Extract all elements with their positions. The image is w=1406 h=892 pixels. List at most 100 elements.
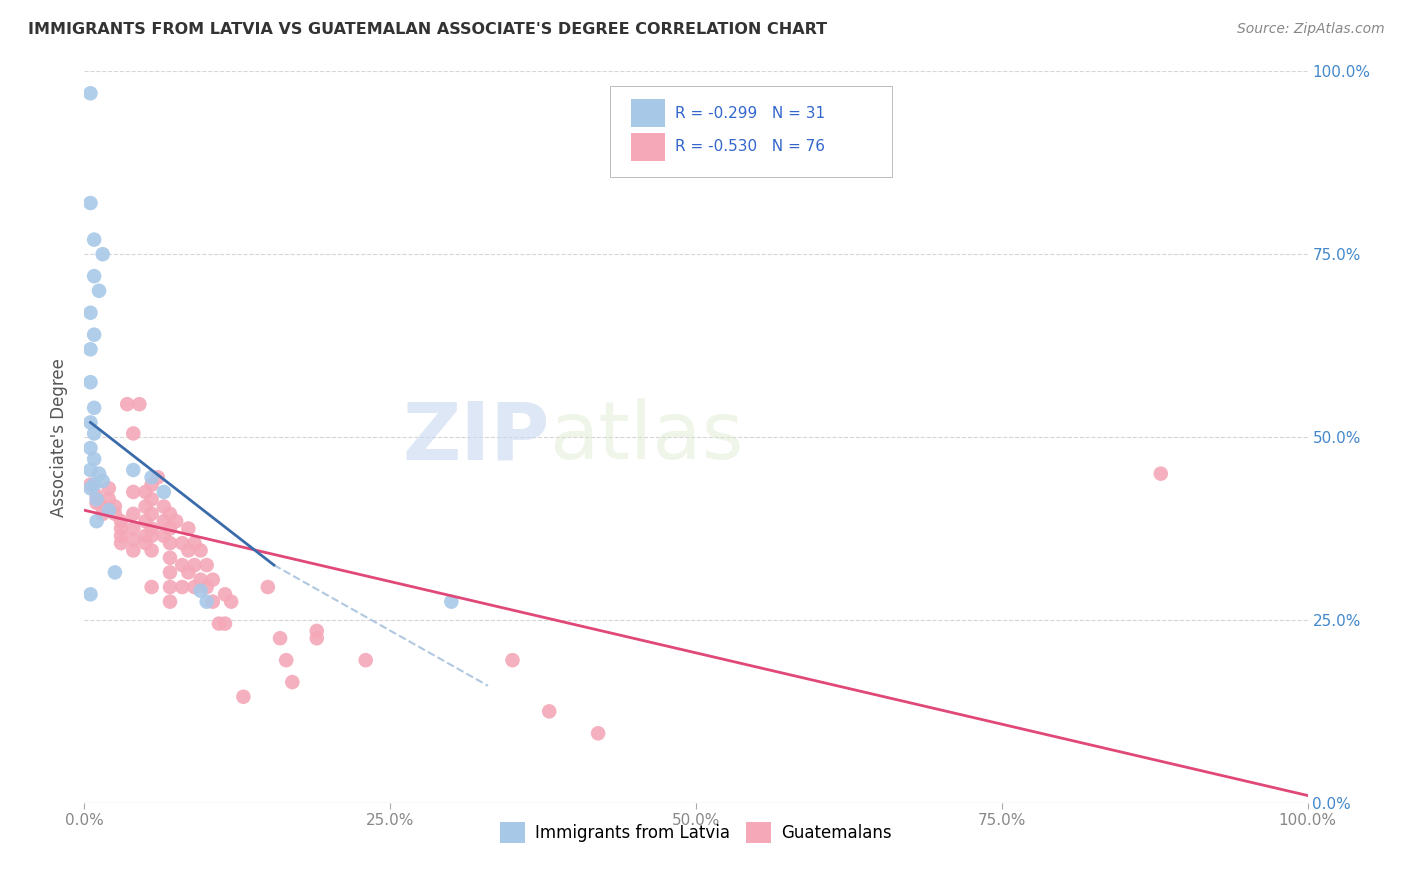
Point <box>110 521 132 535</box>
Point <box>79 416 101 430</box>
Point <box>195 558 218 573</box>
Point <box>586 726 609 740</box>
Point <box>83 269 105 284</box>
Point <box>159 580 181 594</box>
Point <box>153 500 176 514</box>
Point <box>177 521 200 535</box>
Point <box>86 514 108 528</box>
Point <box>135 529 157 543</box>
Point <box>97 481 120 495</box>
Point <box>110 536 132 550</box>
Point <box>79 441 101 455</box>
Point <box>214 587 236 601</box>
Point <box>190 583 212 598</box>
Point <box>165 514 187 528</box>
Point <box>79 477 101 491</box>
Point <box>172 580 194 594</box>
Point <box>208 616 231 631</box>
Point <box>83 401 105 415</box>
Point <box>141 543 163 558</box>
Point <box>97 503 120 517</box>
Point <box>128 397 150 411</box>
Point <box>104 500 127 514</box>
Point <box>141 477 163 491</box>
Point <box>79 376 101 390</box>
Point <box>91 500 114 514</box>
FancyBboxPatch shape <box>631 133 665 161</box>
Point <box>79 306 101 320</box>
Point <box>83 452 105 467</box>
Point <box>190 543 212 558</box>
Point <box>122 485 145 500</box>
Point <box>79 463 101 477</box>
FancyBboxPatch shape <box>610 86 891 178</box>
Point <box>87 284 110 298</box>
Text: ZIP: ZIP <box>402 398 550 476</box>
Point <box>86 489 108 503</box>
Point <box>141 529 163 543</box>
Point <box>122 543 145 558</box>
Point <box>305 632 328 646</box>
Point <box>201 594 224 608</box>
Point <box>91 474 114 488</box>
Point <box>122 521 145 535</box>
Point <box>83 327 105 342</box>
Text: R = -0.299   N = 31: R = -0.299 N = 31 <box>675 105 825 120</box>
Point <box>159 521 181 535</box>
Point <box>276 653 298 667</box>
Text: R = -0.530   N = 76: R = -0.530 N = 76 <box>675 139 825 154</box>
Point <box>97 492 120 507</box>
Point <box>183 580 205 594</box>
Point <box>354 653 377 667</box>
Point <box>86 496 108 510</box>
Legend: Immigrants from Latvia, Guatemalans: Immigrants from Latvia, Guatemalans <box>494 815 898 849</box>
Point <box>135 536 157 550</box>
Point <box>183 536 205 550</box>
Point <box>87 467 110 481</box>
Point <box>141 507 163 521</box>
Point <box>110 514 132 528</box>
Text: IMMIGRANTS FROM LATVIA VS GUATEMALAN ASSOCIATE'S DEGREE CORRELATION CHART: IMMIGRANTS FROM LATVIA VS GUATEMALAN ASS… <box>28 22 827 37</box>
Point <box>219 594 242 608</box>
Text: atlas: atlas <box>550 398 744 476</box>
Point <box>83 233 105 247</box>
Point <box>177 566 200 580</box>
Point <box>502 653 524 667</box>
Point <box>159 536 181 550</box>
Point <box>135 485 157 500</box>
Y-axis label: Associate's Degree: Associate's Degree <box>51 358 69 516</box>
Point <box>104 507 127 521</box>
Point <box>83 426 105 441</box>
Point <box>91 247 114 261</box>
Point <box>195 594 218 608</box>
Point <box>190 573 212 587</box>
Point <box>440 594 463 608</box>
Point <box>153 514 176 528</box>
Point <box>214 616 236 631</box>
Point <box>79 196 101 211</box>
Point <box>159 550 181 565</box>
Point <box>201 573 224 587</box>
Point <box>141 521 163 535</box>
Point <box>159 507 181 521</box>
Point <box>141 580 163 594</box>
Point <box>110 529 132 543</box>
FancyBboxPatch shape <box>631 99 665 127</box>
Point <box>177 543 200 558</box>
Point <box>1150 467 1173 481</box>
Point <box>538 705 561 719</box>
Point <box>257 580 280 594</box>
Point <box>195 580 218 594</box>
Point <box>141 492 163 507</box>
Point <box>135 514 157 528</box>
Point <box>79 587 101 601</box>
Point <box>153 529 176 543</box>
Point <box>269 632 291 646</box>
Point <box>104 566 127 580</box>
Point <box>146 470 169 484</box>
Text: Source: ZipAtlas.com: Source: ZipAtlas.com <box>1237 22 1385 37</box>
Point <box>281 675 304 690</box>
Point <box>172 536 194 550</box>
Point <box>153 485 176 500</box>
Point <box>79 343 101 357</box>
